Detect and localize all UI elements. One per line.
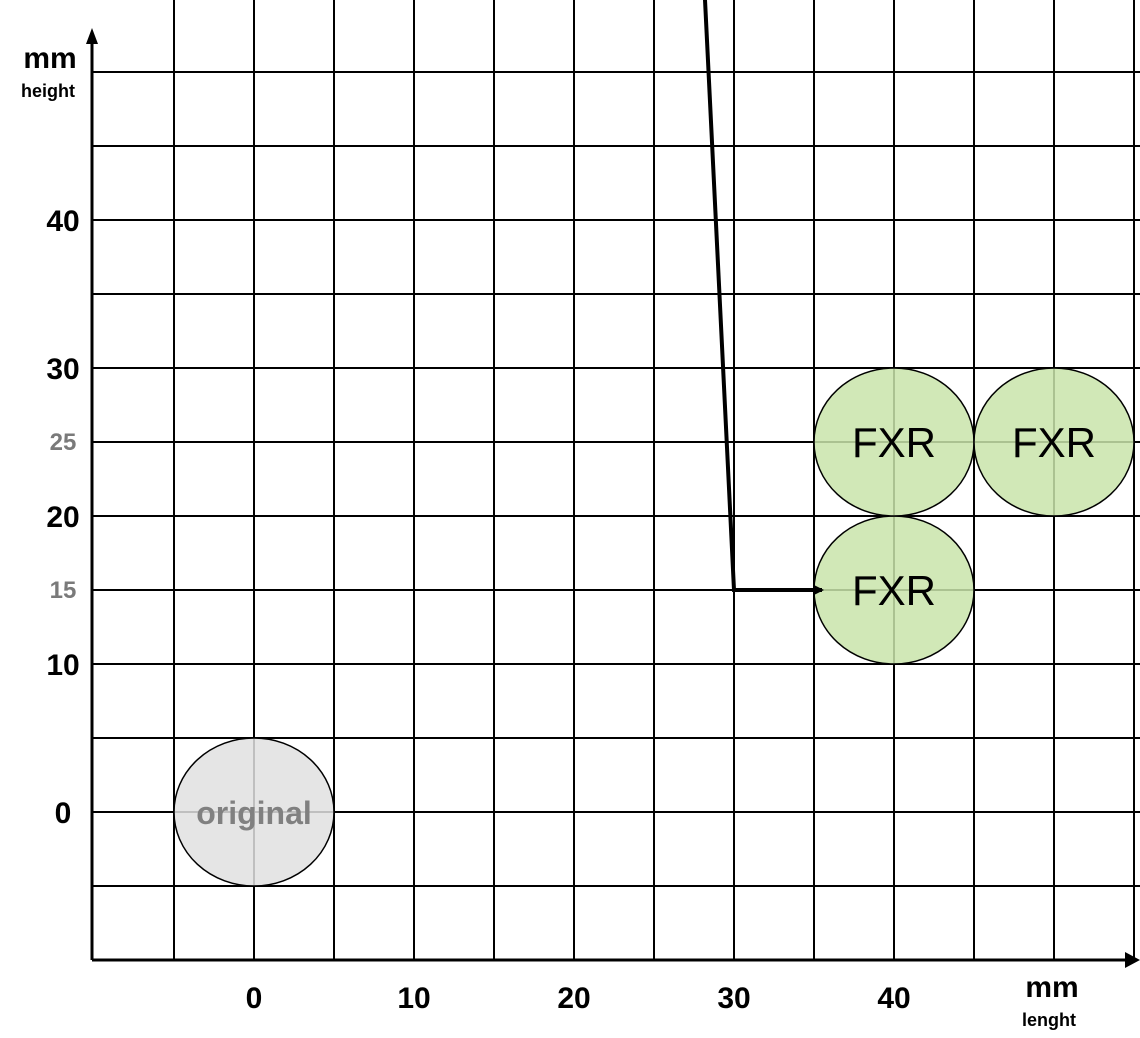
y-axis-arrowhead [86,28,98,44]
x-axis-unit: mm [1025,971,1078,1004]
x-tick-label: 40 [877,982,910,1015]
y-tick-label: 30 [46,353,79,386]
original-label: original [196,795,312,831]
x-tick-label: 10 [397,982,430,1015]
original-circle [173,737,335,887]
x-tick-label: 30 [717,982,750,1015]
y-axis-unit: mm [23,42,76,75]
y-tick-label: 20 [46,501,79,534]
fxr-label: FXR [1012,419,1096,466]
circles: original FXR FXR FXR [173,367,1135,887]
movement-arrow [703,0,824,595]
axes [86,28,1140,968]
grid [92,0,1140,960]
x-tick-label: 20 [557,982,590,1015]
x-axis-arrowhead [1125,952,1140,968]
axis-labels: mm height mm lenght [21,42,1079,1030]
y-axis-name: height [21,81,75,101]
y-tick-label: 25 [50,429,77,456]
y-tick-label: 10 [46,649,79,682]
tick-labels: 0 10 20 30 40 0 10 15 20 25 30 40 [46,205,910,1015]
x-tick-label: 0 [246,982,263,1015]
y-tick-label: 40 [46,205,79,238]
y-tick-label: 15 [50,577,77,604]
fxr-label: FXR [852,419,936,466]
fxr-circle [973,367,1135,517]
y-tick-label: 0 [55,797,72,830]
movement-path [703,0,824,595]
fxr-label: FXR [852,567,936,614]
x-axis-name: lenght [1022,1010,1076,1030]
